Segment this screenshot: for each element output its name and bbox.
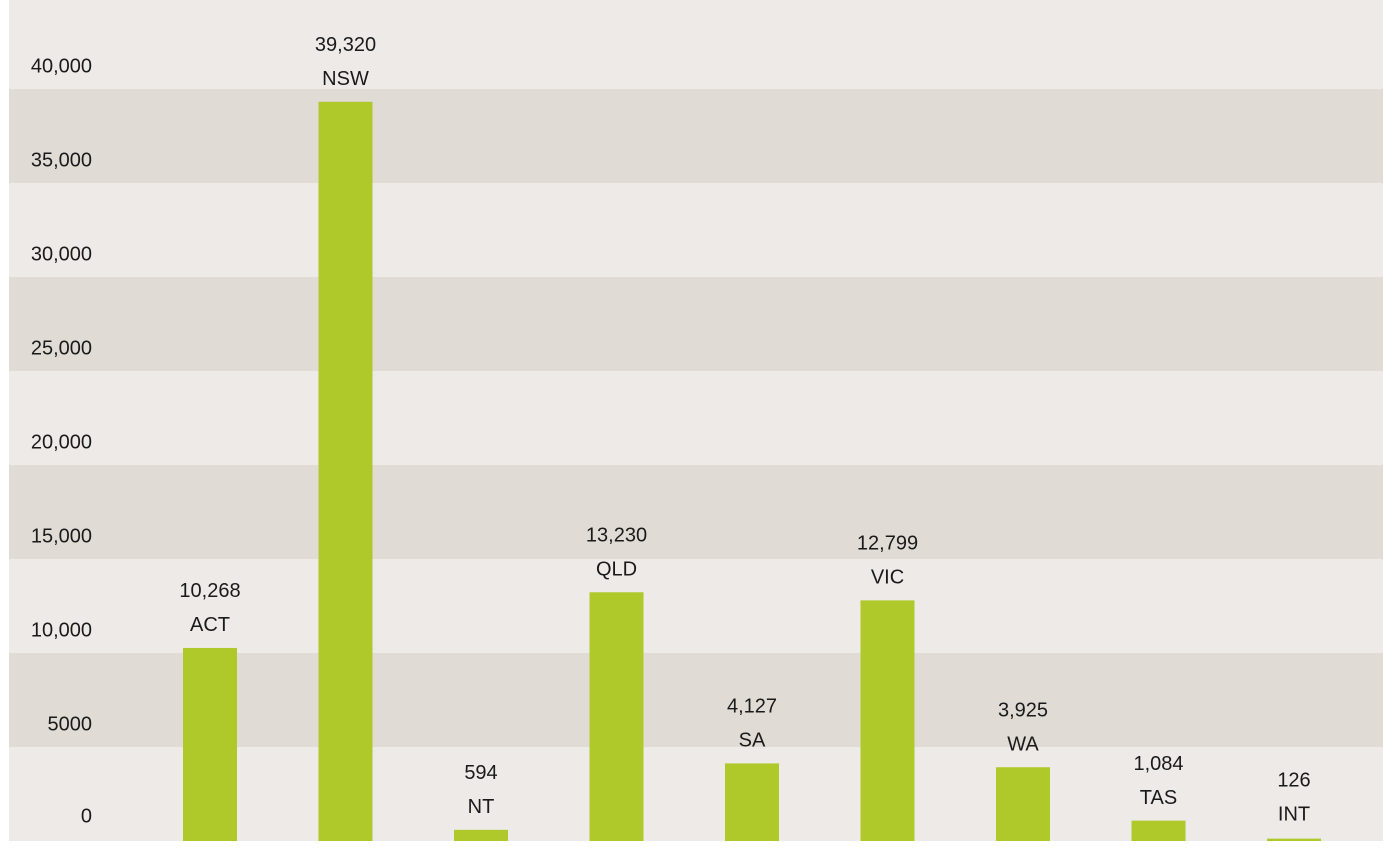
bar	[318, 101, 373, 841]
y-tick-label: 15,000	[31, 525, 92, 547]
x-tick-label: QLD	[596, 559, 637, 581]
x-tick-label: WA	[1007, 733, 1039, 755]
x-tick-label: INT	[1278, 803, 1310, 825]
bar	[1267, 838, 1321, 841]
value-label: 12,799	[857, 533, 918, 555]
value-label: 4,127	[727, 696, 777, 718]
grid-band	[9, 465, 1383, 559]
x-tick-label: VIC	[871, 567, 904, 589]
bar	[725, 763, 779, 841]
x-tick-label: ACT	[190, 614, 230, 636]
bar	[1131, 820, 1186, 841]
bar	[589, 592, 644, 841]
value-label: 126	[1277, 769, 1310, 791]
x-tick-label: NT	[468, 796, 495, 818]
y-tick-label: 5000	[48, 713, 93, 735]
value-label: 1,084	[1133, 753, 1183, 775]
y-tick-label: 35,000	[31, 149, 92, 171]
value-label: 39,320	[315, 34, 376, 56]
value-label: 3,925	[998, 699, 1048, 721]
value-label: 13,230	[586, 525, 647, 547]
x-tick-label: NSW	[322, 68, 369, 90]
y-tick-label: 40,000	[31, 55, 92, 77]
grid-band	[9, 653, 1383, 747]
value-label: 10,268	[179, 580, 240, 602]
grid-band	[9, 89, 1383, 183]
bar	[454, 829, 508, 841]
grid-band	[9, 277, 1383, 371]
x-tick-label: TAS	[1140, 787, 1177, 809]
y-tick-label: 30,000	[31, 243, 92, 265]
y-tick-label: 10,000	[31, 619, 92, 641]
y-tick-label: 0	[81, 805, 92, 827]
bar	[183, 647, 237, 841]
x-tick-label: SA	[739, 730, 766, 752]
value-label: 594	[464, 762, 497, 784]
bar	[860, 600, 915, 841]
y-tick-label: 25,000	[31, 337, 92, 359]
y-tick-label: 20,000	[31, 431, 92, 453]
bar	[996, 767, 1050, 841]
